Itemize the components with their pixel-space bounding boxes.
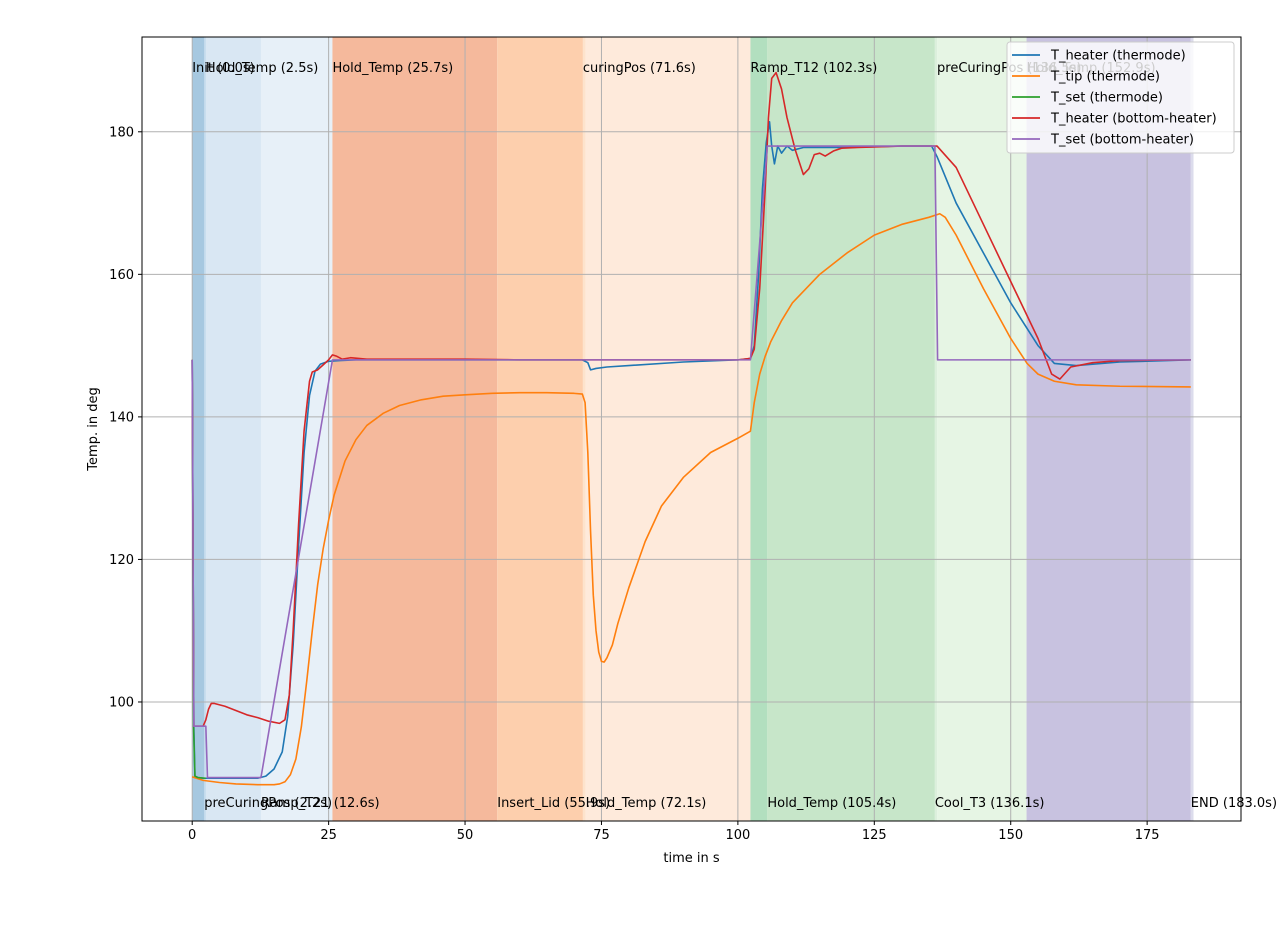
- series-line: [191, 145, 1191, 779]
- legend-label: T_set (thermode): [1050, 91, 1163, 106]
- phase-label: END (183.0s): [1191, 796, 1277, 811]
- y-tick-label: 100: [109, 695, 134, 710]
- series-line: [191, 212, 1191, 786]
- legend-label: T_heater (bottom-heater): [1050, 112, 1217, 127]
- legend-label: T_tip (thermode): [1050, 70, 1160, 85]
- phase-label: Hold_Temp (105.4s): [767, 796, 896, 811]
- y-tick-label: 140: [109, 410, 134, 425]
- x-tick-label: 150: [998, 828, 1023, 843]
- phase-band: [332, 37, 498, 821]
- legend-label: T_heater (thermode): [1050, 49, 1186, 64]
- legend: T_heater (thermode) T_tip (thermode) T_set…: [1006, 41, 1235, 154]
- phase-band: [767, 37, 935, 821]
- x-tick-label: 25: [320, 828, 337, 843]
- phase-label: Cool_T3 (136.1s): [935, 796, 1045, 811]
- phase-bands: [192, 37, 1194, 821]
- series-lines: [191, 71, 1191, 786]
- x-tick-label: 100: [725, 828, 750, 843]
- phase-band: [937, 37, 1027, 821]
- y-tick-label: 120: [109, 553, 134, 568]
- phase-band: [1190, 37, 1194, 821]
- phase-band: [204, 37, 206, 821]
- phase-band: [934, 37, 938, 821]
- phase-band: [205, 37, 261, 821]
- y-tick-label: 180: [109, 125, 134, 140]
- plot-frame: [141, 36, 1242, 822]
- phase-label: Ramp_T12 (102.3s): [750, 61, 877, 76]
- x-tick-label: 75: [593, 828, 610, 843]
- phase-label: Hold_Temp (2.5s): [206, 61, 318, 76]
- y-tick-label: 160: [109, 268, 134, 283]
- phase-band: [582, 37, 586, 821]
- phase-label: preCuringPos (2.2s): [204, 796, 332, 811]
- phase-label: Insert_Lid (55.9s): [497, 796, 610, 811]
- phase-label: Hold_Temp (72.1s): [586, 796, 707, 811]
- x-tick-label: 175: [1135, 828, 1160, 843]
- phase-band: [497, 37, 583, 821]
- x-tick-label: 50: [457, 828, 474, 843]
- phase-band: [192, 37, 205, 821]
- phase-band: [260, 37, 333, 821]
- y-axis-label: Temp. in deg: [86, 387, 101, 471]
- phase-label: curingPos (71.6s): [583, 61, 696, 76]
- x-tick-label: 125: [862, 828, 887, 843]
- legend-box: [1006, 41, 1235, 154]
- phase-label: Hold_Temp (25.7s): [332, 61, 453, 76]
- phase-label: Init (0.0s): [192, 61, 255, 76]
- axis-ticks: 0 25 50 75 100 125 150 175 100 120 140 160 180: [109, 125, 1159, 843]
- x-tick-label: 0: [188, 828, 196, 843]
- legend-label: T_set (bottom-heater): [1050, 133, 1194, 148]
- phase-label: Ramp_T21 (12.6s): [261, 796, 380, 811]
- phase-band: [585, 37, 751, 821]
- phase-band: [1026, 37, 1191, 821]
- x-axis-label: time in s: [663, 851, 719, 866]
